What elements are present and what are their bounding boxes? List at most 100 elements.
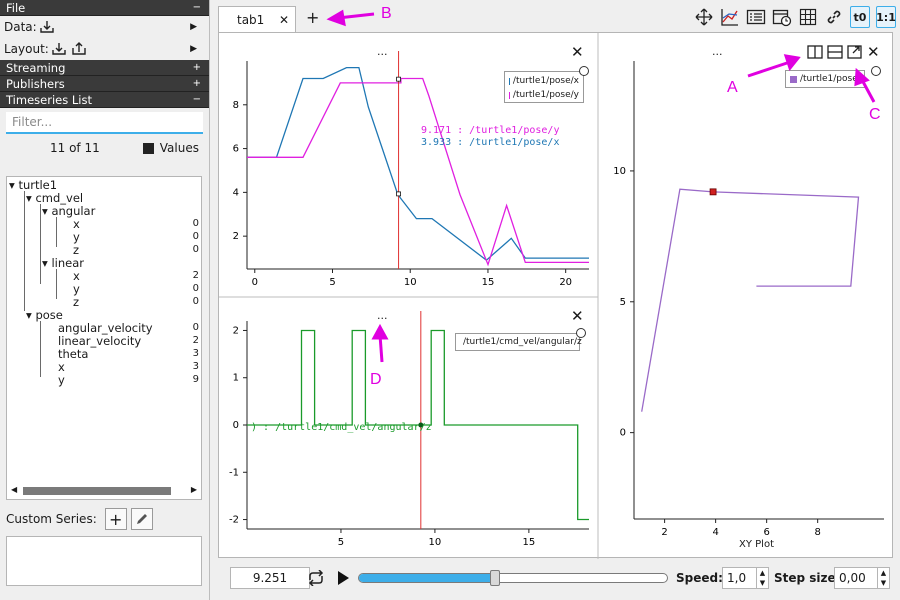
legend-right[interactable]: /turtle1/pose/x	[785, 70, 865, 88]
plot-area[interactable]: 0 5 10 15 20 2 4 6 8 5 10 15 -2 -1 0 1 2 2 4 6 8 0 5 10 ... ✕…	[218, 32, 894, 559]
legend-bottom-left[interactable]: /turtle1/cmd_vel/angular/z	[455, 333, 582, 351]
current-time-field[interactable]: 9.251	[230, 567, 310, 589]
tree-node[interactable]: ▾ linear	[42, 256, 84, 270]
tree-leaf[interactable]: y	[73, 282, 80, 296]
expand-icon[interactable]: +	[192, 78, 201, 89]
streaming-section-header[interactable]: Streaming +	[0, 60, 209, 76]
x-tick-label: 8	[814, 527, 820, 538]
split-horizontal-icon[interactable]	[807, 45, 823, 62]
expand-arrow-icon[interactable]: ▾	[42, 204, 48, 218]
filter-input[interactable]: Filter...	[6, 112, 203, 134]
legend-entry: /turtle1/pose/x	[800, 74, 865, 84]
tree-leaf[interactable]: linear_velocity	[58, 334, 142, 348]
layout-menu-arrow-icon[interactable]: ▶	[190, 44, 197, 54]
tab-tab1[interactable]: tab1 ✕	[218, 6, 296, 32]
annotation-arrow-a	[747, 60, 791, 78]
publishers-section-header[interactable]: Publishers +	[0, 76, 209, 92]
data-label: Data:	[4, 20, 37, 34]
speed-spinbox[interactable]: 1,0 ▲ ▼	[722, 567, 769, 589]
maximize-icon[interactable]	[847, 45, 862, 62]
calendar-clock-icon[interactable]	[772, 6, 792, 28]
timeseries-tree[interactable]: ▾ turtle1 ▾ cmd_vel ▾ angular x y z ▾ li…	[6, 176, 202, 500]
save-layout-icon[interactable]	[69, 40, 89, 58]
legend-handle-icon[interactable]	[871, 66, 881, 76]
expand-icon[interactable]: +	[192, 62, 201, 73]
collapse-icon[interactable]: −	[192, 94, 201, 105]
values-checkbox[interactable]	[142, 142, 154, 154]
legend-handle-icon[interactable]	[576, 328, 586, 338]
timeseries-section-header[interactable]: Timeseries List −	[0, 92, 209, 108]
tree-leaf[interactable]: x	[58, 360, 65, 374]
scrollbar-thumb[interactable]	[23, 487, 171, 495]
edit-custom-series-button[interactable]	[130, 508, 153, 530]
time-slider[interactable]	[358, 570, 668, 586]
arrowhead-icon	[326, 9, 346, 27]
plot-menu-dots[interactable]: ...	[377, 309, 388, 322]
cursor-point-marker	[396, 191, 401, 197]
expand-arrow-icon[interactable]: ▾	[26, 191, 32, 205]
spin-arrows-icon[interactable]: ▲ ▼	[756, 568, 768, 588]
file-section-header[interactable]: File −	[0, 0, 209, 16]
plots-canvas[interactable]: 0 5 10 15 20 2 4 6 8 5 10 15 -2 -1 0 1 2 2 4 6 8 0 5 10	[219, 33, 894, 559]
play-icon[interactable]	[336, 570, 350, 589]
tree-node[interactable]: ▾ cmd_vel	[26, 191, 84, 205]
plot-menu-dots[interactable]: ...	[712, 45, 723, 58]
arrowhead-icon	[854, 67, 870, 87]
step-size-spinbox[interactable]: 0,00 ▲ ▼	[834, 567, 890, 589]
data-menu-arrow-icon[interactable]: ▶	[190, 22, 197, 32]
close-tab-icon[interactable]: ✕	[278, 13, 289, 27]
pose-xy-timeseries-plot: 0 5 10 15 20 2 4 6 8	[233, 51, 589, 288]
load-layout-icon[interactable]	[49, 40, 69, 58]
link-icon[interactable]	[824, 6, 844, 28]
tree-leaf[interactable]: x	[73, 269, 80, 283]
streaming-header-label: Streaming	[6, 61, 66, 75]
legend-handle-icon[interactable]	[579, 66, 589, 76]
tree-node[interactable]: ▾ pose	[26, 308, 63, 322]
move-icon[interactable]	[694, 6, 714, 28]
close-plot-icon[interactable]: ✕	[571, 43, 584, 61]
tree-node[interactable]: ▾ angular	[42, 204, 96, 218]
tree-horizontal-scrollbar[interactable]: ◀ ▶	[11, 485, 197, 495]
legend-top-left[interactable]: /turtle1/pose/x /turtle1/pose/y	[504, 71, 584, 103]
time-slider-handle[interactable]	[489, 570, 500, 586]
grid-icon[interactable]	[798, 6, 818, 28]
scroll-right-icon[interactable]: ▶	[190, 485, 197, 494]
collapse-icon[interactable]: −	[192, 2, 201, 13]
tree-leaf[interactable]: z	[73, 243, 80, 257]
pencil-icon	[136, 514, 147, 524]
values-label: Values	[159, 141, 199, 155]
ratio-toggle[interactable]: 1:1	[876, 6, 896, 28]
add-tab-button[interactable]: +	[306, 8, 320, 27]
annotation-label-c: C	[869, 106, 881, 123]
annotation-arrows	[326, 9, 876, 363]
values-toggle[interactable]: Values	[142, 141, 199, 155]
custom-series-list[interactable]	[6, 536, 202, 586]
tree-leaf[interactable]: x	[73, 217, 80, 231]
y-tick-label: 10	[613, 166, 626, 177]
load-data-icon[interactable]	[37, 18, 57, 36]
y-tick-label: 2	[233, 231, 239, 242]
plot-menu-dots[interactable]: ...	[377, 45, 388, 58]
tree-leaf[interactable]: y	[73, 230, 80, 244]
close-plot-icon[interactable]: ✕	[867, 43, 880, 61]
expand-arrow-icon[interactable]: ▾	[42, 256, 48, 270]
scroll-left-icon[interactable]: ◀	[11, 485, 18, 494]
zoom-chart-icon[interactable]	[720, 6, 740, 28]
tree-leaf[interactable]: theta	[58, 347, 89, 361]
expand-arrow-icon[interactable]: ▾	[26, 308, 32, 322]
tree-node[interactable]: ▾ turtle1	[9, 178, 58, 192]
x-tick-label: 4	[712, 527, 718, 538]
add-custom-series-button[interactable]: +	[104, 508, 127, 530]
time-offset-toggle[interactable]: t0	[850, 6, 870, 28]
tree-leaf[interactable]: angular_velocity	[58, 321, 153, 335]
legend-icon[interactable]	[746, 6, 766, 28]
spin-arrows-icon[interactable]: ▲ ▼	[877, 568, 889, 588]
loop-icon[interactable]	[306, 569, 326, 589]
tree-leaf[interactable]: y	[58, 373, 65, 387]
split-vertical-icon[interactable]	[827, 45, 843, 62]
expand-arrow-icon[interactable]: ▾	[9, 178, 15, 192]
tree-leaf[interactable]: z	[73, 295, 80, 309]
tree-value: 2	[192, 270, 199, 281]
close-plot-icon[interactable]: ✕	[571, 307, 584, 325]
